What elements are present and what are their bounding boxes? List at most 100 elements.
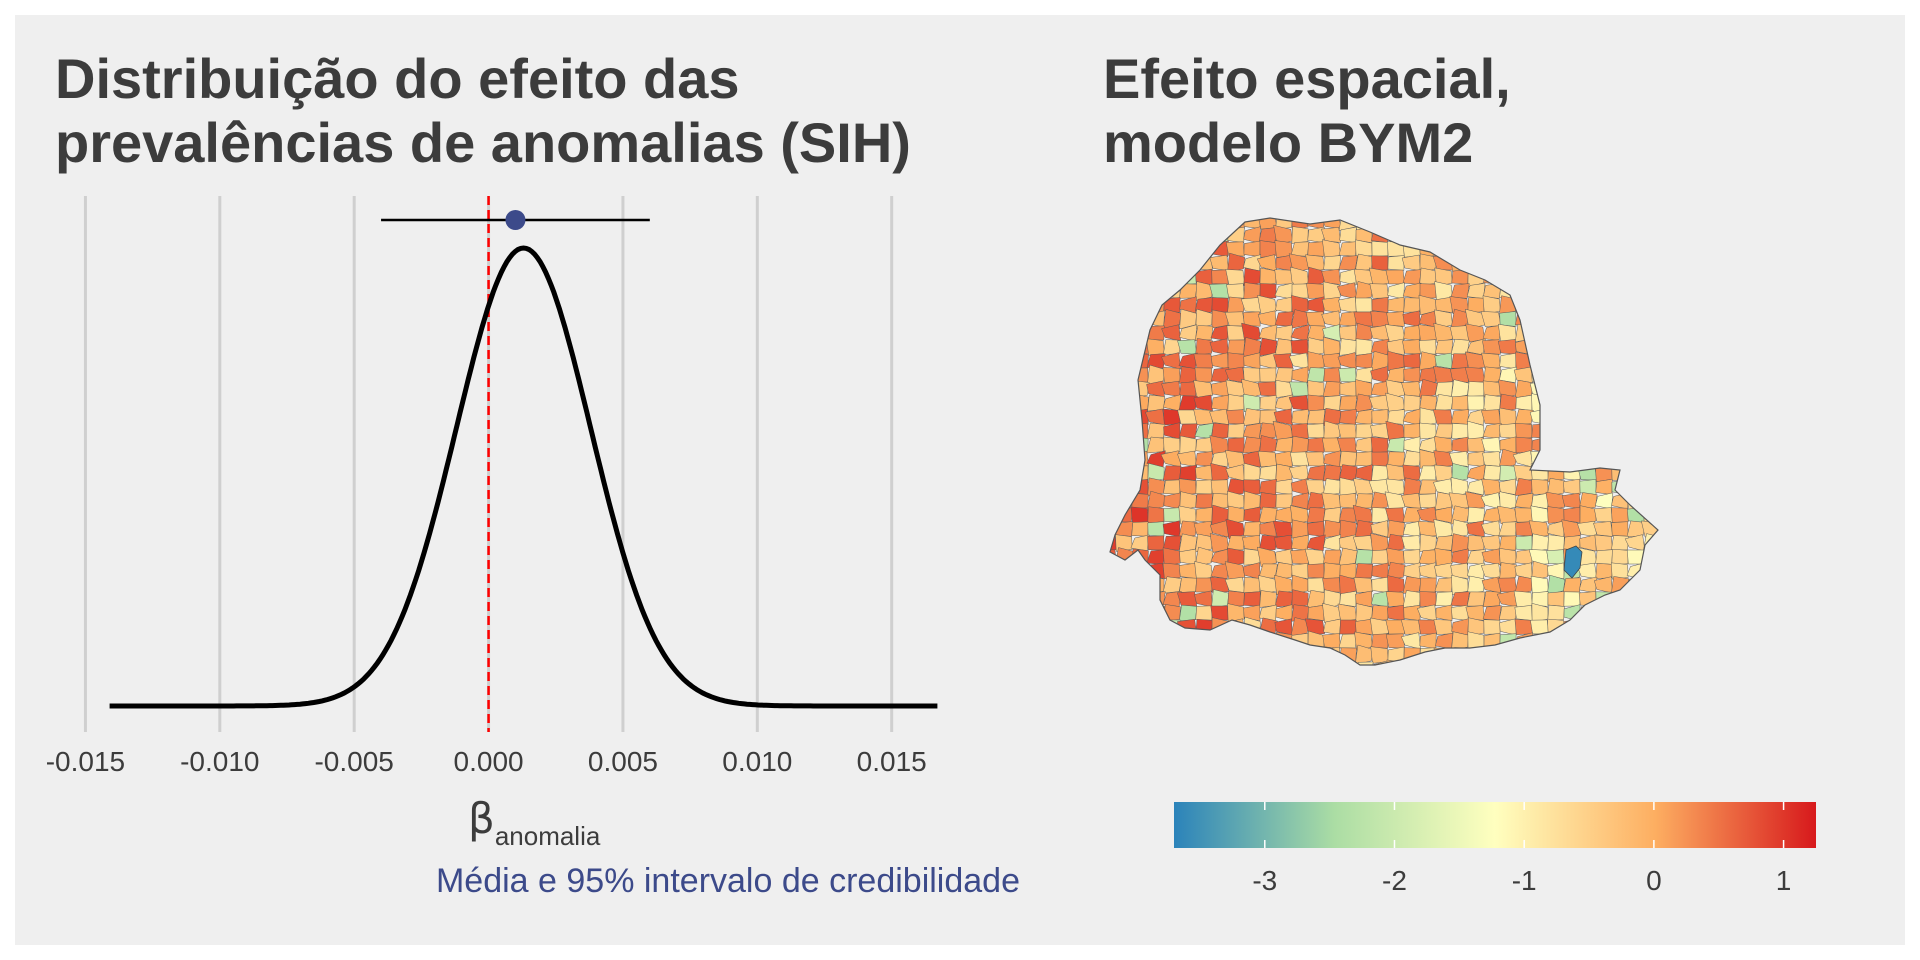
municipality-cell (1626, 241, 1645, 257)
municipality-cell (1258, 633, 1278, 649)
municipality-cell (1642, 493, 1658, 509)
municipality-cell (1403, 562, 1421, 580)
municipality-cell (1306, 218, 1326, 230)
municipality-cell (1110, 324, 1117, 342)
municipality-cell (1675, 549, 1692, 566)
municipality-cell (1611, 507, 1629, 523)
municipality-cell (1110, 394, 1118, 412)
municipality-cell (1162, 547, 1181, 567)
municipality-cell (1675, 382, 1693, 397)
colorbar-tick-label: -2 (1382, 865, 1407, 896)
municipality-cell (1322, 381, 1342, 397)
municipality-cell (1482, 451, 1501, 467)
municipality-cell (1146, 338, 1165, 356)
municipality-cell (1497, 577, 1517, 593)
municipality-cell (1562, 436, 1582, 453)
municipality-cell (1578, 576, 1598, 594)
municipality-cell (1643, 646, 1658, 664)
municipality-cell (1275, 506, 1293, 524)
municipality-cell (1275, 324, 1293, 341)
municipality-cell (1323, 367, 1341, 383)
municipality-cell (1660, 270, 1676, 285)
municipality-cell (1499, 618, 1517, 636)
municipality-cell (1225, 269, 1245, 285)
municipality-cell (1626, 254, 1646, 272)
municipality-cell (1227, 339, 1245, 355)
municipality-cell (1227, 676, 1246, 690)
municipality-cell (1115, 675, 1132, 692)
municipality-cell (1195, 451, 1213, 467)
municipality-cell (1609, 421, 1629, 441)
municipality-cell (1194, 297, 1214, 313)
municipality-cell (1226, 478, 1246, 496)
municipality-cell (1385, 633, 1405, 649)
municipality-cell (1193, 394, 1213, 412)
x-axis-label: βanomalia (468, 794, 600, 861)
municipality-cell (1386, 604, 1405, 621)
municipality-cell (1243, 576, 1261, 594)
municipality-cell (1545, 395, 1565, 411)
municipality-cell (1306, 521, 1325, 537)
municipality-cell (1194, 546, 1214, 568)
municipality-cell (1675, 421, 1692, 441)
municipality-cell (1110, 337, 1117, 357)
municipality-cell (1434, 464, 1453, 482)
municipality-cell (1112, 604, 1134, 622)
municipality-cell (1482, 605, 1502, 621)
municipality-cell (1675, 339, 1693, 354)
municipality-cell (1593, 324, 1613, 342)
municipality-cell (1355, 451, 1373, 467)
municipality-cell (1288, 395, 1310, 411)
municipality-cell (1355, 366, 1373, 383)
municipality-cell (1243, 267, 1261, 287)
municipality-cell (1100, 675, 1117, 692)
municipality-cell (1305, 479, 1325, 495)
municipality-cell (1660, 450, 1676, 469)
municipality-cell (1338, 547, 1358, 567)
municipality-cell (1659, 227, 1676, 242)
municipality-cell (1163, 492, 1181, 510)
municipality-cell (1563, 591, 1581, 607)
municipality-cell (1274, 338, 1294, 356)
municipality-cell (1323, 562, 1341, 580)
municipality-cell (1370, 436, 1389, 454)
municipality-cell (1355, 464, 1373, 482)
municipality-cell (1658, 200, 1677, 215)
municipality-cell (1500, 676, 1516, 691)
municipality-cell (1244, 200, 1261, 215)
municipality-cell (1163, 479, 1181, 495)
municipality-cell (1307, 296, 1325, 314)
municipality-cell (1371, 297, 1389, 313)
municipality-cell (1531, 591, 1549, 607)
municipality-cell (1643, 547, 1658, 567)
municipality-cell (1419, 577, 1437, 593)
municipality-cell (1308, 200, 1325, 215)
municipality-cell (1466, 591, 1486, 607)
municipality-cell (1163, 661, 1181, 665)
municipality-cell (1546, 339, 1566, 355)
municipality-cell (1560, 421, 1582, 441)
municipality-cell (1660, 564, 1677, 578)
municipality-cell (1386, 311, 1405, 327)
municipality-cell (1611, 394, 1629, 412)
municipality-cell (1626, 464, 1646, 482)
municipality-cell (1193, 226, 1213, 244)
municipality-cell (1579, 479, 1597, 495)
municipality-cell (1115, 575, 1133, 595)
municipality-cell (1147, 575, 1165, 595)
municipality-cell (1643, 577, 1658, 593)
municipality-cell (1579, 311, 1598, 327)
municipality-cell (1547, 633, 1565, 649)
municipality-cell (1660, 521, 1676, 536)
municipality-cell (1225, 241, 1245, 257)
municipality-cell (1110, 477, 1117, 497)
municipality-cell (1195, 338, 1213, 356)
municipality-cell (1625, 394, 1646, 412)
municipality-cell (1110, 577, 1117, 593)
municipality-cell (1595, 407, 1613, 427)
municipality-cell (1563, 365, 1581, 385)
municipality-cell (1355, 563, 1374, 579)
municipality-cell (1498, 218, 1517, 232)
municipality-cell (1354, 281, 1374, 301)
municipality-cell (1194, 367, 1213, 383)
